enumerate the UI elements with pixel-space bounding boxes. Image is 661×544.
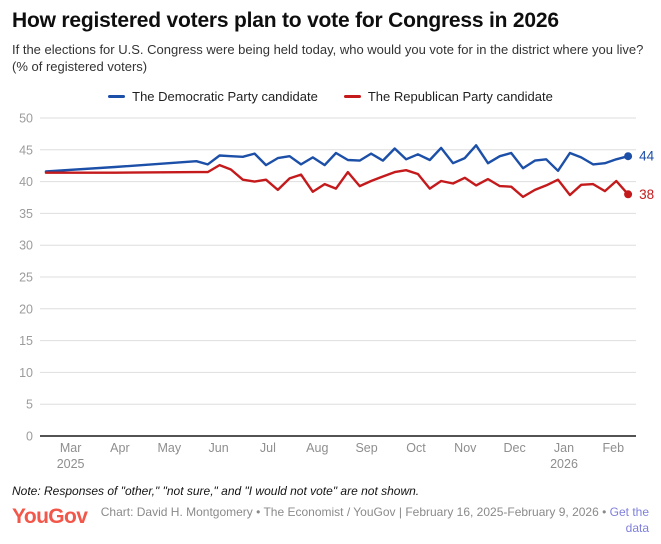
republican-line: [44, 163, 630, 199]
x-tick-label-feb: Feb: [603, 441, 625, 455]
legend-item-democratic: The Democratic Party candidate: [108, 89, 318, 104]
x-tick-label-jun: Jun: [209, 441, 229, 455]
x-tick-label-nov: Nov: [454, 441, 477, 455]
y-tick-label-25: 25: [19, 271, 33, 285]
credit-text: Chart: David H. Montgomery • The Economi…: [100, 505, 610, 519]
y-tick-label-15: 15: [19, 334, 33, 348]
democratic-line-swatch: [108, 94, 126, 98]
y-tick-label-30: 30: [19, 239, 33, 253]
chart-title: How registered voters plan to vote for C…: [12, 9, 559, 32]
x-tick-label-jul: Jul: [260, 441, 276, 455]
legend-label-republican: The Republican Party candidate: [367, 88, 553, 104]
y-tick-label-5: 5: [26, 398, 33, 412]
get-the-data-link[interactable]: Get the data: [609, 505, 649, 535]
x-tick-label-aug: Aug: [306, 441, 328, 455]
legend-label-democratic: The Democratic Party candidate: [132, 88, 318, 104]
republican-line-end-dot: [624, 190, 633, 199]
x-tick-label-mar: Mar: [60, 441, 82, 455]
x-tick-year-2026: 2026: [550, 457, 578, 471]
y-tick-label-35: 35: [19, 207, 33, 221]
y-tick-label-45: 45: [19, 143, 33, 157]
y-tick-label-0: 0: [26, 430, 33, 444]
y-tick-label-40: 40: [19, 175, 33, 189]
x-tick-label-dec: Dec: [503, 441, 525, 455]
democratic-line-end-dot: [624, 152, 633, 161]
x-tick-year-2025: 2025: [57, 457, 85, 471]
y-tick-label-20: 20: [19, 302, 33, 316]
republican-line-swatch: [343, 94, 361, 98]
republican-line-end-label: 38: [639, 187, 654, 202]
footer: YouGov Chart: David H. Montgomery • The …: [12, 504, 649, 536]
legend-item-republican: The Republican Party candidate: [343, 88, 553, 104]
y-tick-label-10: 10: [19, 366, 33, 380]
y-tick-label-50: 50: [19, 112, 33, 126]
footnote: Note: Responses of "other," "not sure," …: [12, 484, 420, 498]
x-tick-label-jan: Jan: [554, 441, 574, 455]
democratic-line: [44, 144, 630, 173]
x-tick-label-oct: Oct: [406, 441, 426, 455]
legend: The Democratic Party candidate The Repub…: [12, 88, 649, 104]
chart-subtitle: If the elections for U.S. Congress were …: [12, 42, 644, 74]
yougov-logo: YouGov: [12, 505, 88, 528]
democratic-line-end-label: 44: [639, 149, 655, 164]
x-tick-label-apr: Apr: [110, 441, 129, 455]
credit-line: Chart: David H. Montgomery • The Economi…: [97, 504, 649, 536]
x-tick-label-sep: Sep: [355, 441, 377, 455]
x-tick-label-may: May: [157, 441, 181, 455]
